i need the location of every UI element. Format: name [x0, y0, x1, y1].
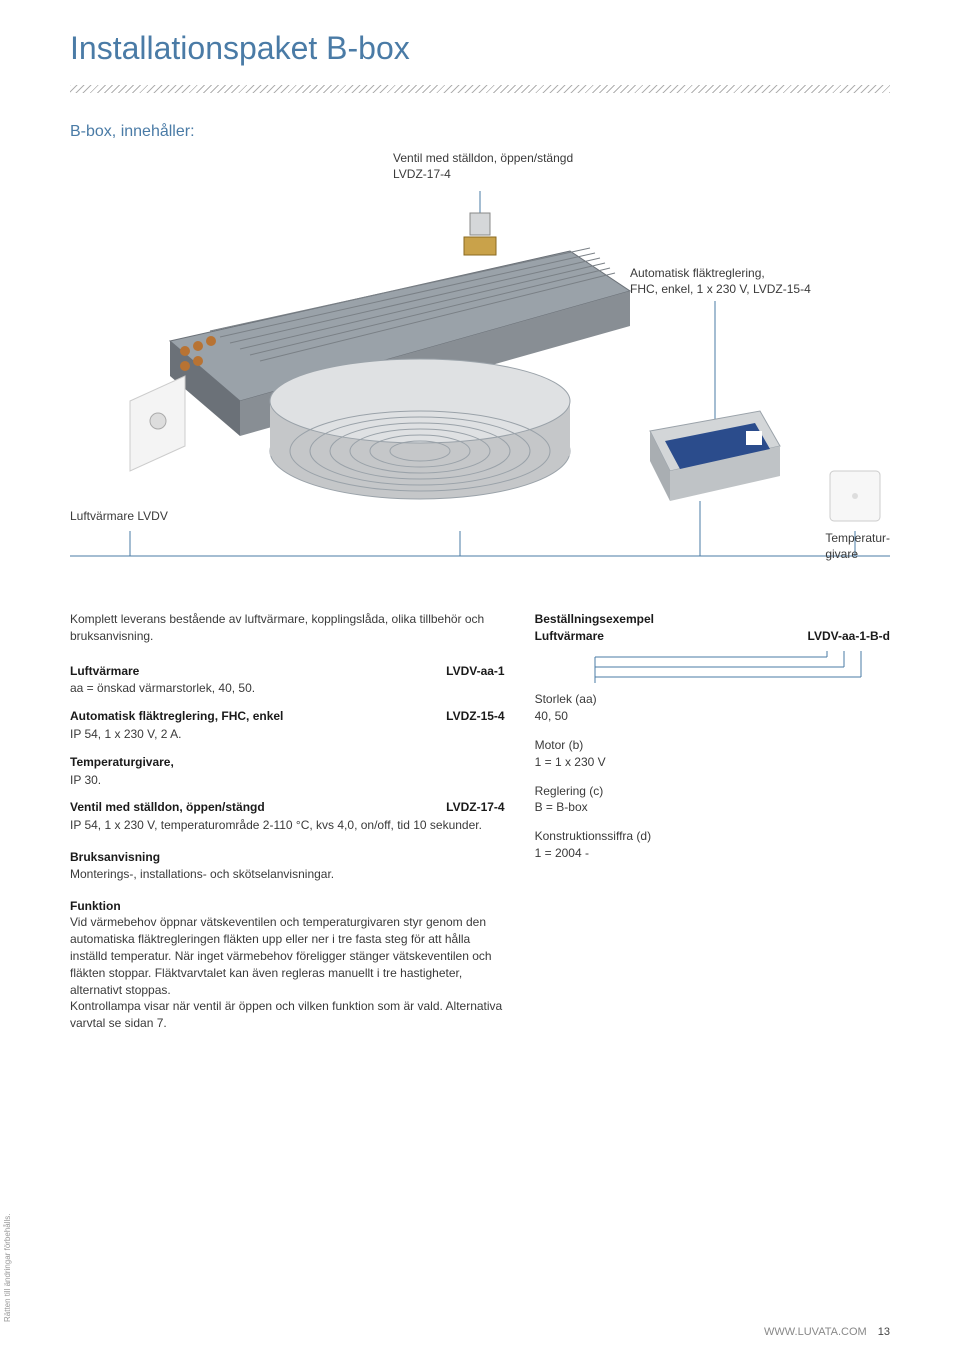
footer-url: WWW.LUVATA.COM: [764, 1326, 867, 1338]
diagram-svg: [70, 151, 890, 581]
footer-page-number: 13: [878, 1326, 890, 1338]
valve-label-line1: Ventil med ställdon, öppen/stängd: [393, 151, 573, 165]
temp-label-line1: Temperatur-: [825, 531, 890, 545]
columns: Komplett leverans bestående av luftvärma…: [70, 611, 890, 1032]
side-disclaimer: Rätten till ändringar förbehålls.: [3, 1213, 12, 1322]
order-group-storlek: Storlek (aa) 40, 50: [535, 691, 890, 725]
item-label: Temperaturgivare,: [70, 754, 174, 771]
item-sub: IP 54, 1 x 230 V, temperaturområde 2-110…: [70, 817, 505, 834]
item-flaktreglering: Automatisk fläktreglering, FHC, enkel LV…: [70, 708, 505, 743]
item-temperaturgivare: Temperaturgivare, IP 30.: [70, 754, 505, 789]
order-group-motor: Motor (b) 1 = 1 x 230 V: [535, 737, 890, 771]
valve-label: Ventil med ställdon, öppen/stängd LVDZ-1…: [393, 151, 573, 182]
funktion: Funktion Vid värmebehov öppnar vätskeven…: [70, 898, 505, 1032]
section-subheader: B-box, innehåller:: [70, 123, 960, 141]
order-head-code: LVDV-aa-1-B-d: [808, 628, 890, 645]
order-group-value: 40, 50: [535, 708, 890, 725]
order-group-label: Reglering (c): [535, 783, 890, 800]
item-luftvarmare: Luftvärmare LVDV-aa-1 aa = önskad värmar…: [70, 663, 505, 698]
item-sub: IP 30.: [70, 772, 505, 789]
fhc-label-line2: FHC, enkel, 1 x 230 V, LVDZ-15-4: [630, 282, 811, 296]
order-head-sub: Luftvärmare: [535, 628, 604, 645]
bruks-label: Bruksanvisning: [70, 849, 505, 866]
item-sub: IP 54, 1 x 230 V, 2 A.: [70, 726, 505, 743]
order-header: Beställningsexempel Luftvärmare LVDV-aa-…: [535, 611, 890, 645]
order-head-label: Beställningsexempel: [535, 611, 890, 628]
lvdv-label: Luftvärmare LVDV: [70, 509, 168, 523]
product-diagram: Ventil med ställdon, öppen/stängd LVDZ-1…: [70, 151, 890, 581]
order-group-konstruktion: Konstruktionssiffra (d) 1 = 2004 -: [535, 828, 890, 862]
bruksanvisning: Bruksanvisning Monterings-, installation…: [70, 849, 505, 883]
intro-text: Komplett leverans bestående av luftvärma…: [70, 611, 505, 645]
order-group-value: 1 = 2004 -: [535, 845, 890, 862]
funktion-text: Vid värmebehov öppnar vätskeventilen och…: [70, 914, 505, 1032]
order-code-lines: [535, 651, 890, 687]
order-group-value: B = B-box: [535, 799, 890, 816]
page-footer: WWW.LUVATA.COM 13: [764, 1326, 890, 1338]
order-group-reglering: Reglering (c) B = B-box: [535, 783, 890, 817]
temperature-sensor: [830, 471, 880, 521]
left-column: Komplett leverans bestående av luftvärma…: [70, 611, 505, 1032]
right-column: Beställningsexempel Luftvärmare LVDV-aa-…: [535, 611, 890, 1032]
item-sub: aa = önskad värmarstorlek, 40, 50.: [70, 680, 505, 697]
item-label: Automatisk fläktreglering, FHC, enkel: [70, 708, 283, 725]
bruks-text: Monterings-, installations- och skötsela…: [70, 866, 505, 883]
item-code: LVDZ-17-4: [446, 799, 504, 816]
page-title: Installationspaket B-box: [70, 30, 960, 67]
temp-sensor-label: Temperatur- givare: [825, 531, 890, 562]
divider-hatch: [70, 85, 890, 93]
fhc-label-line1: Automatisk fläktreglering,: [630, 266, 765, 280]
item-label: Luftvärmare: [70, 663, 139, 680]
controller-box: [650, 411, 780, 501]
fhc-label: Automatisk fläktreglering, FHC, enkel, 1…: [630, 266, 811, 297]
order-group-label: Motor (b): [535, 737, 890, 754]
funktion-label: Funktion: [70, 898, 505, 915]
item-ventil: Ventil med ställdon, öppen/stängd LVDZ-1…: [70, 799, 505, 834]
order-group-label: Storlek (aa): [535, 691, 890, 708]
item-label: Ventil med ställdon, öppen/stängd: [70, 799, 265, 816]
valve-label-line2: LVDZ-17-4: [393, 167, 451, 181]
item-code: LVDV-aa-1: [446, 663, 504, 680]
order-group-value: 1 = 1 x 230 V: [535, 754, 890, 771]
temp-label-line2: givare: [825, 547, 858, 561]
order-group-label: Konstruktionssiffra (d): [535, 828, 890, 845]
item-code: LVDZ-15-4: [446, 708, 504, 725]
